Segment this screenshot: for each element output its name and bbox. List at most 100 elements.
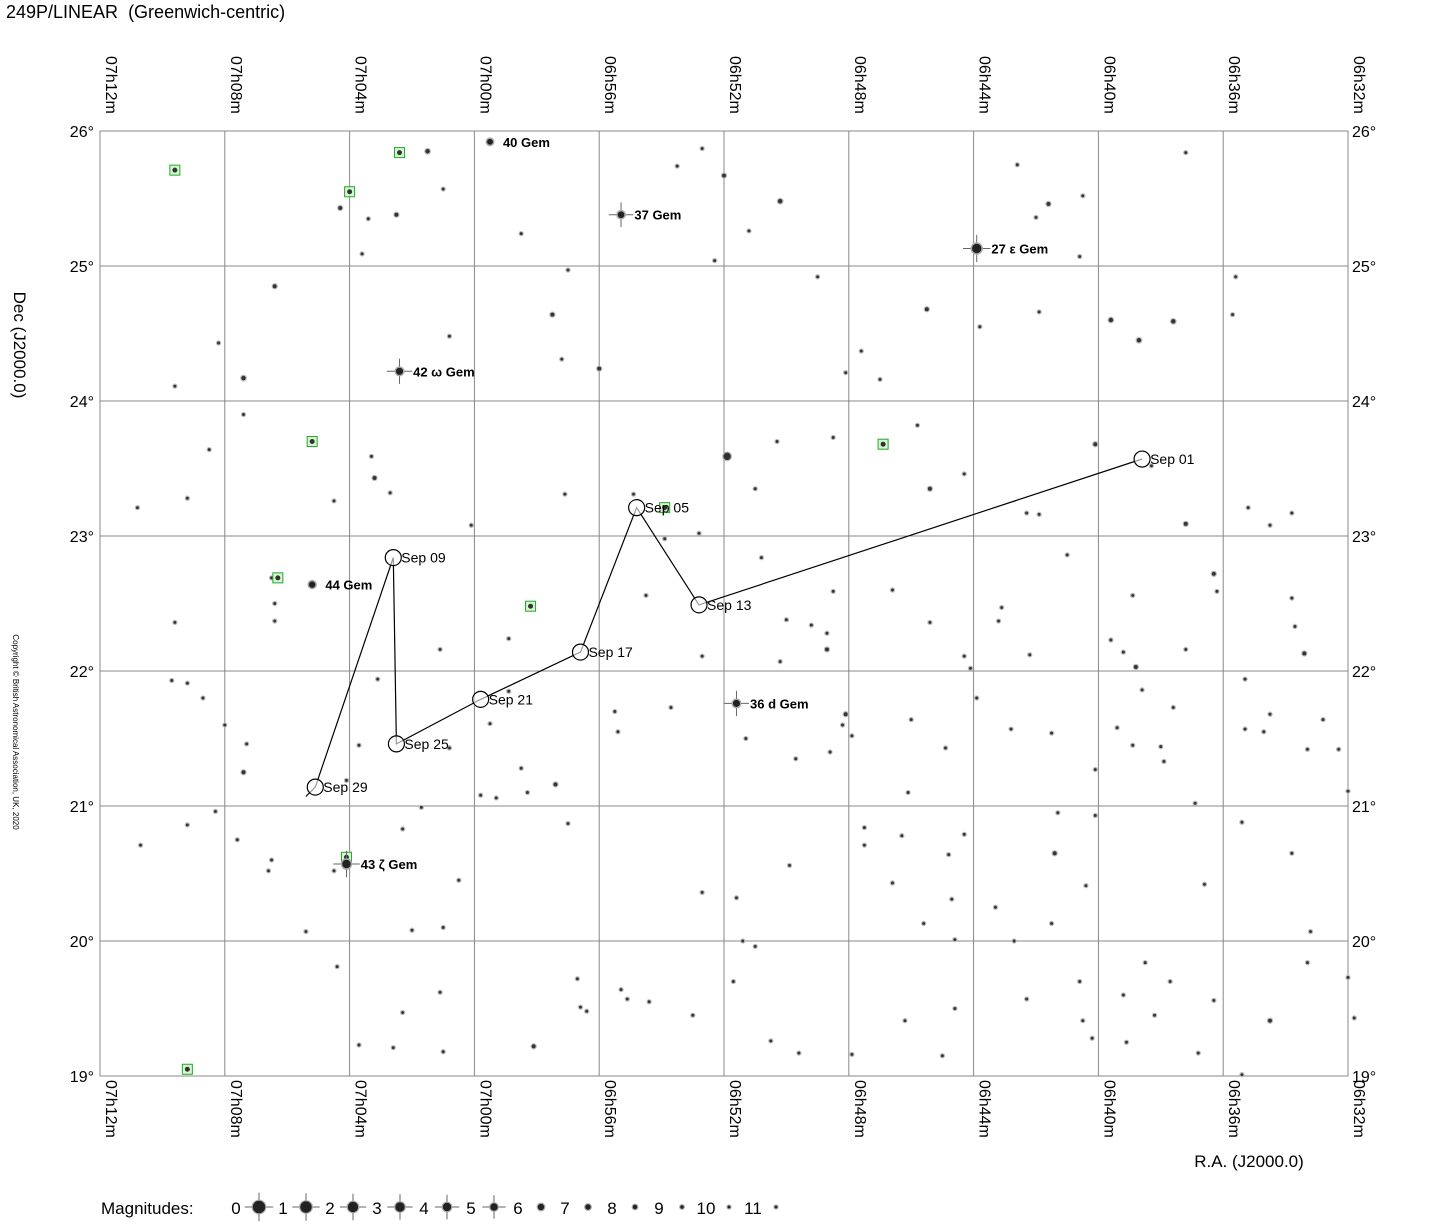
ra-tick-label: 06h36m [1225,56,1242,114]
star [630,491,637,497]
legend-item: 3 [372,1194,413,1220]
star [861,824,868,831]
dec-tick-label: 25° [1352,259,1376,276]
star [440,186,446,192]
comet-marker [628,499,646,517]
star [758,554,765,561]
star [334,964,340,970]
dec-tick-label: 22° [1352,664,1376,681]
star [562,491,568,497]
named-star: 36 d Gem [723,690,809,716]
comet-date-label: Sep 17 [588,644,633,660]
star [446,745,453,751]
legend-value: 6 [513,1199,522,1218]
comet-date-label: Sep 01 [1150,451,1195,467]
star [999,604,1005,611]
star [1242,726,1248,732]
legend-value: 0 [231,1199,240,1218]
star [699,653,705,659]
ra-tick-label: 06h44m [976,1080,993,1138]
star [889,880,896,886]
legend-item: 5 [466,1195,506,1219]
star-label: 37 Gem [634,208,681,223]
star [827,749,833,755]
star [343,777,350,783]
star [945,851,952,858]
legend-label: Magnitudes: [101,1199,194,1218]
legend-item: 2 [325,1193,367,1221]
star [624,996,630,1002]
star [768,1038,774,1044]
legend-value: 9 [654,1199,663,1218]
star [643,592,649,599]
star [1135,336,1143,344]
star [524,789,531,796]
ra-tick-label: 06h40m [1100,56,1117,114]
ra-tick-label: 06h44m [976,56,993,114]
star [696,530,702,536]
star [674,163,680,169]
comet-position: Sep 09 [384,548,446,567]
legend-value: 11 [744,1199,762,1218]
legend-star [490,1203,498,1211]
legend-value: 10 [697,1199,716,1218]
ra-ticks-bottom: 07h12m 07h08m 07h04m 07h00m 06h56m 06h52m 06h4… [102,1080,1367,1138]
star [1292,623,1298,630]
star [1267,711,1273,717]
comet-position: Sep 29 [306,778,368,796]
ra-tick-label: 07h00m [476,56,493,114]
star [565,820,571,827]
legend-star [252,1200,266,1214]
comet-marker [384,548,402,567]
legend-value: 4 [419,1199,428,1218]
star [1183,149,1189,156]
ra-tick-label: 07h08m [227,56,244,114]
star [1304,746,1311,752]
star [1008,726,1014,732]
legend-star [442,1202,452,1212]
star [356,1042,362,1048]
star [137,842,144,848]
dec-tick-label: 24° [1352,394,1376,411]
star [206,446,212,453]
star [849,733,855,739]
star [905,789,911,796]
star [961,831,967,837]
star [1233,274,1239,280]
star [889,587,896,593]
star [977,324,983,330]
star [952,1005,958,1012]
star-label: 27 ε Gem [991,241,1048,256]
star [952,937,958,943]
star [1345,788,1351,794]
star [839,722,846,728]
named-star: 37 Gem [608,202,681,228]
comet-position: Sep 13 [690,596,752,614]
star [584,1008,590,1014]
star [615,729,621,735]
grid-lines [99,130,1349,1077]
star [830,588,836,594]
star [1023,510,1030,516]
comet-marker [306,778,324,796]
star [487,721,493,727]
ra-tick-label: 06h48m [851,1080,868,1138]
dec-ticks-right: 26° 25° 24° 23° 22° 21° 20° 19° [1352,124,1376,1086]
star [493,795,499,801]
star [858,348,864,354]
star [1345,974,1351,981]
dec-tick-label: 20° [1352,934,1376,951]
star [172,619,178,626]
star [1289,850,1295,856]
star [699,889,705,896]
star [1036,309,1042,315]
star [722,451,733,462]
star [184,822,191,828]
star [1211,997,1217,1004]
star [1023,996,1030,1002]
star [796,1050,802,1056]
star [440,924,446,931]
copyright-notice: Copyright © British Astronomical Associa… [11,634,20,830]
star [1195,1050,1201,1056]
